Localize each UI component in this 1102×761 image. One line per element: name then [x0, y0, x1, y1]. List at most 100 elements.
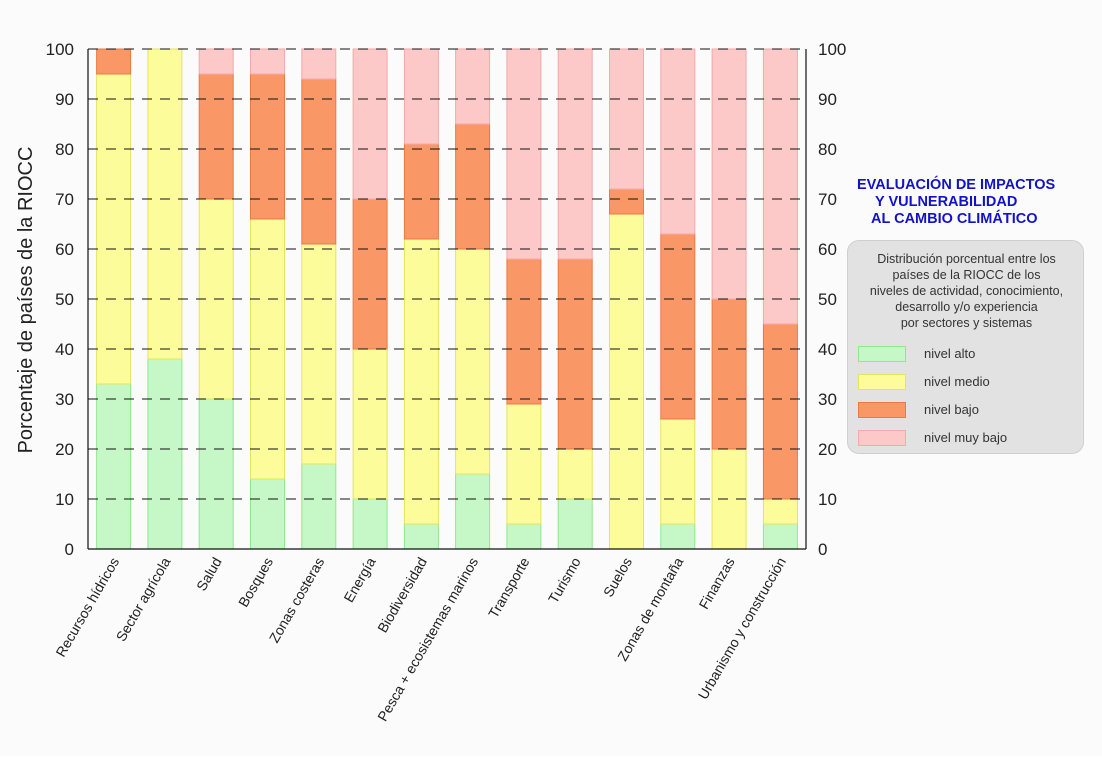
bar-turismo-nivel-bajo: [557, 258, 593, 450]
title-line-2: Y VULNERABILIDAD: [875, 194, 1018, 210]
legend-swatch-nivel-alto: [858, 346, 906, 362]
x-tick-finanzas: Finanzas: [695, 555, 737, 612]
bar-zonas-de-montana-nivel-alto: [660, 523, 696, 550]
x-tick-urbanismo-y-construccion: Urbanismo y construcción: [695, 555, 789, 702]
axes-layer: [87, 49, 807, 550]
bar-zonas-de-montana-nivel-bajo: [660, 233, 696, 420]
bars-layer: [96, 48, 798, 550]
bar-turismo-nivel-alto: [557, 498, 593, 550]
bar-salud-nivel-bajo: [198, 73, 234, 200]
y-tick-right-70: 70: [818, 190, 837, 209]
bar-zonas-costeras-nivel-muy-bajo: [301, 48, 337, 80]
legend-label-nivel-muy-bajo: nivel muy bajo: [924, 430, 1008, 445]
y-tick-right-80: 80: [818, 140, 837, 159]
bar-energia-nivel-alto: [352, 498, 388, 550]
x-tick-recursos-hidricos: Recursos hídricos: [52, 555, 122, 660]
bar-transporte-nivel-medio: [506, 403, 542, 525]
bar-zonas-de-montana-nivel-medio: [660, 418, 696, 525]
y-tick-left-100: 100: [46, 40, 74, 59]
legend-description: Distribución porcentual entre los países…: [869, 252, 1064, 330]
bar-suelos-nivel-bajo: [609, 188, 644, 215]
y-tick-right-60: 60: [818, 240, 837, 259]
bar-salud-nivel-alto: [198, 398, 234, 550]
legend-label-nivel-medio: nivel medio: [924, 374, 990, 389]
y-tick-left-50: 50: [55, 290, 74, 309]
x-tick-salud: Salud: [193, 555, 225, 594]
bar-transporte-nivel-muy-bajo: [506, 48, 542, 260]
bar-zonas-costeras-nivel-alto: [301, 463, 337, 550]
bar-urbanismo-y-construccion-nivel-medio: [762, 498, 798, 525]
bar-pesca-ecosistemas-marinos-nivel-muy-bajo: [455, 48, 491, 125]
bar-suelos-nivel-muy-bajo: [609, 48, 644, 190]
bar-energia-nivel-medio: [352, 348, 388, 500]
x-tick-bosques: Bosques: [235, 555, 276, 610]
y-tick-right-100: 100: [818, 40, 846, 59]
legend-swatch-nivel-muy-bajo: [858, 430, 906, 446]
x-tick-biodiversidad: Biodiversidad: [374, 555, 430, 636]
bar-biodiversidad-nivel-alto: [403, 523, 439, 550]
y-tick-left-70: 70: [55, 190, 74, 209]
y-tick-right-40: 40: [818, 340, 837, 359]
bar-urbanismo-y-construccion-nivel-alto: [762, 523, 798, 550]
bar-recursos-hidricos-nivel-medio: [96, 73, 132, 385]
y-tick-left-0: 0: [65, 540, 74, 559]
bar-transporte-nivel-bajo: [506, 258, 542, 405]
bar-biodiversidad-nivel-medio: [403, 238, 439, 525]
bar-turismo-nivel-muy-bajo: [557, 48, 593, 260]
y-tick-right-30: 30: [818, 390, 837, 409]
title-line-3: AL CAMBIO CLIMÁTICO: [871, 211, 1038, 227]
y-tick-left-30: 30: [55, 390, 74, 409]
bar-turismo-nivel-medio: [557, 448, 593, 500]
bar-energia-nivel-muy-bajo: [352, 48, 388, 200]
bar-transporte-nivel-alto: [506, 523, 542, 550]
bar-energia-nivel-bajo: [352, 198, 388, 350]
y-tick-left-40: 40: [55, 340, 74, 359]
legend-label-nivel-alto: nivel alto: [924, 346, 976, 361]
y-tick-right-10: 10: [818, 490, 837, 509]
bar-bosques-nivel-bajo: [250, 73, 285, 220]
bar-biodiversidad-nivel-muy-bajo: [403, 48, 439, 145]
bar-recursos-hidricos-nivel-bajo: [96, 48, 132, 75]
x-tick-pesca-ecosistemas-marinos: Pesca + ecosistemas marinos: [374, 555, 481, 724]
grid-layer: [88, 48, 806, 500]
y-tick-right-90: 90: [818, 90, 837, 109]
bar-zonas-costeras-nivel-medio: [301, 243, 337, 465]
bar-salud-nivel-muy-bajo: [198, 48, 234, 75]
bar-finanzas-nivel-muy-bajo: [711, 48, 747, 300]
x-tick-suelos: Suelos: [600, 555, 635, 600]
y-tick-left-90: 90: [55, 90, 74, 109]
bar-urbanismo-y-construccion-nivel-muy-bajo: [762, 48, 798, 325]
x-tick-energia: Energía: [340, 554, 378, 605]
x-tick-turismo: Turismo: [545, 554, 584, 606]
bar-biodiversidad-nivel-bajo: [403, 143, 439, 240]
y-tick-left-10: 10: [55, 490, 74, 509]
bar-zonas-de-montana-nivel-muy-bajo: [660, 48, 696, 235]
y-axis-label: Porcentaje de países de la RIOCC: [15, 147, 37, 454]
bar-bosques-nivel-alto: [250, 478, 285, 550]
x-tick-sector-agricola: Sector agrícola: [113, 554, 174, 644]
ticks-layer: 0 0 10 10 20 20 30 30 40 40 50 50 60 60 70 70 80 80 90 90 10…: [46, 40, 847, 559]
bar-sector-agricola-nivel-medio: [147, 48, 183, 360]
bar-finanzas-nivel-bajo: [711, 298, 747, 450]
bar-recursos-hidricos-nivel-alto: [96, 383, 132, 550]
bar-pesca-ecosistemas-marinos-nivel-bajo: [455, 123, 491, 250]
y-tick-right-50: 50: [818, 290, 837, 309]
y-tick-right-0: 0: [818, 540, 827, 559]
legend-swatch-nivel-medio: [858, 374, 906, 390]
y-tick-left-20: 20: [55, 440, 74, 459]
bar-sector-agricola-nivel-alto: [147, 358, 183, 550]
bar-bosques-nivel-muy-bajo: [250, 48, 285, 75]
y-tick-left-80: 80: [55, 140, 74, 159]
chart-title: EVALUACIÓN DE IMPACTOS Y VULNERABILIDAD …: [845, 177, 1085, 228]
bar-pesca-ecosistemas-marinos-nivel-medio: [455, 248, 491, 475]
bar-zonas-costeras-nivel-bajo: [301, 78, 337, 245]
legend: Distribución porcentual entre los países…: [847, 240, 1084, 454]
y-tick-left-60: 60: [55, 240, 74, 259]
title-line-1: EVALUACIÓN DE IMPACTOS: [857, 177, 1056, 193]
x-tick-zonas-costeras: Zonas costeras: [266, 555, 328, 646]
bar-pesca-ecosistemas-marinos-nivel-alto: [455, 473, 491, 550]
legend-swatch-nivel-bajo: [858, 402, 906, 418]
